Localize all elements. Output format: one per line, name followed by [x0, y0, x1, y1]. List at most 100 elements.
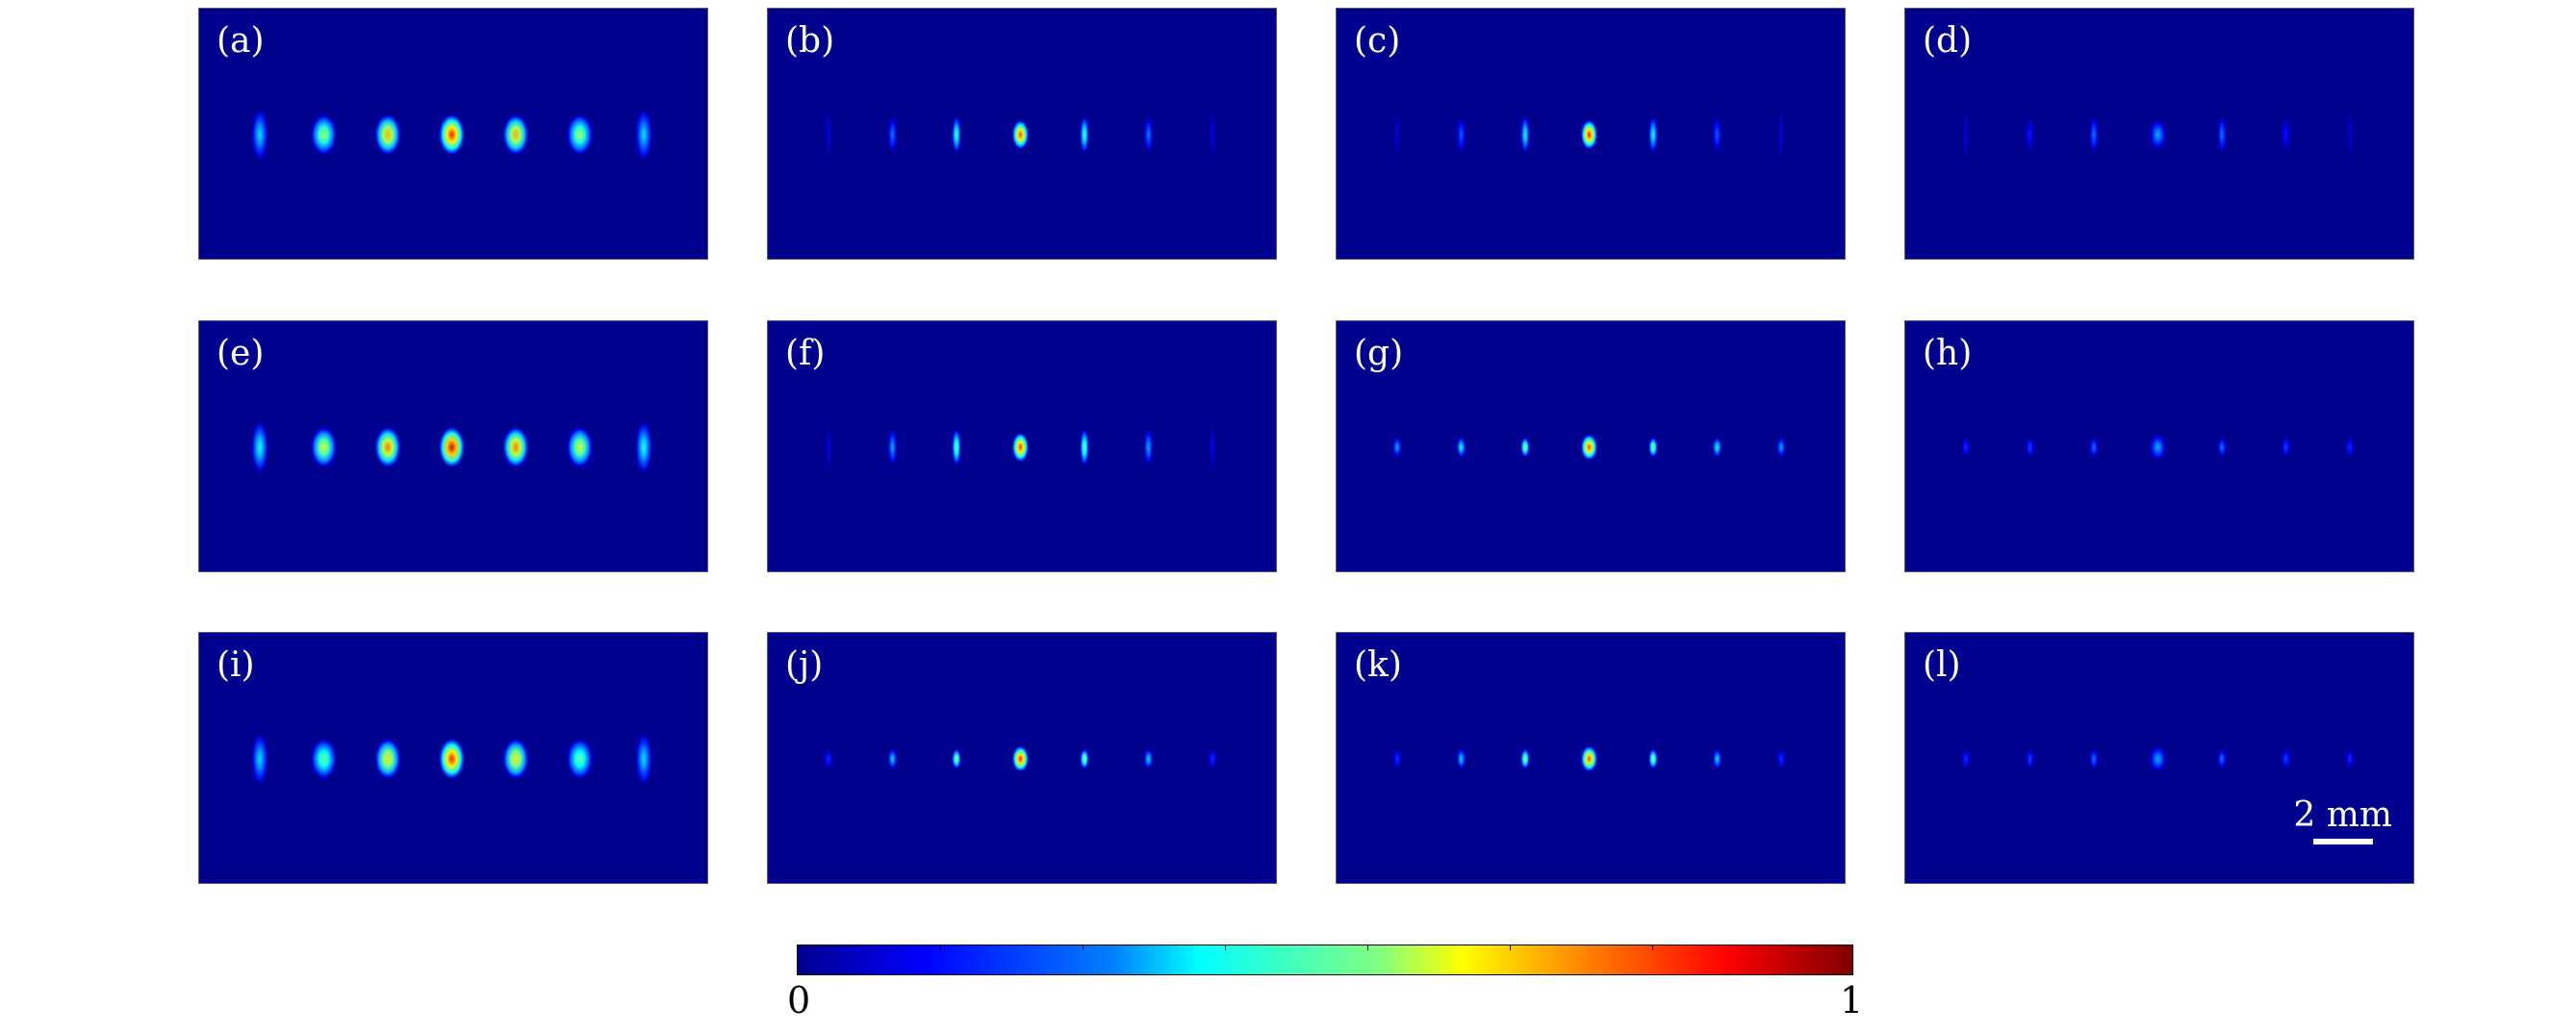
- intensity-spot: [2345, 437, 2355, 458]
- intensity-map: [251, 108, 652, 162]
- intensity-spot: [1648, 115, 1658, 154]
- intensity-spot: [1394, 108, 1400, 162]
- intensity-spot: [1712, 115, 1722, 154]
- intensity-spot: [1963, 108, 1969, 162]
- intensity-spot: [1210, 108, 1215, 162]
- intensity-spot: [251, 732, 268, 786]
- intensity-spot: [1961, 437, 1971, 458]
- colorbar-tick: [1224, 945, 1226, 950]
- intensity-spot: [824, 748, 833, 769]
- intensity-spot: [502, 426, 529, 468]
- intensity-spot: [1080, 115, 1089, 154]
- scale-bar: 2 mm: [2293, 796, 2392, 844]
- intensity-panel: (e): [198, 320, 708, 572]
- intensity-map: [1392, 745, 1786, 772]
- panel-label: (h): [1923, 334, 1973, 373]
- intensity-spot: [1778, 108, 1784, 162]
- intensity-spot: [1080, 428, 1089, 466]
- colorbar: [797, 945, 1853, 975]
- intensity-spot: [502, 738, 529, 780]
- intensity-spot: [1961, 748, 1971, 769]
- panel-label: (k): [1354, 645, 1402, 685]
- intensity-map: [251, 420, 652, 474]
- intensity-spot: [2281, 115, 2291, 154]
- intensity-spot: [1456, 748, 1467, 769]
- intensity-spot: [1392, 748, 1402, 769]
- intensity-spot: [887, 115, 898, 154]
- intensity-spot: [310, 738, 338, 780]
- intensity-panel: (d): [1904, 8, 2414, 260]
- scale-bar-label: 2 mm: [2293, 795, 2392, 835]
- intensity-spot: [1210, 420, 1215, 474]
- panel-label: (e): [217, 334, 265, 373]
- panel-label: (l): [1923, 645, 1961, 685]
- intensity-spot: [1580, 745, 1598, 772]
- intensity-map: [1963, 108, 2353, 162]
- intensity-panel: (b): [767, 8, 1277, 260]
- intensity-spot: [1648, 437, 1658, 458]
- intensity-spot: [374, 738, 401, 780]
- colorbar-min-label: 0: [787, 979, 811, 1021]
- intensity-spot: [635, 108, 652, 162]
- intensity-spot: [566, 426, 594, 468]
- intensity-spot: [502, 113, 529, 156]
- intensity-spot: [2347, 108, 2353, 162]
- intensity-spot: [887, 428, 898, 466]
- intensity-spot: [2089, 115, 2099, 154]
- intensity-spot: [1580, 119, 1598, 150]
- intensity-spot: [566, 738, 594, 780]
- intensity-panel: (k): [1336, 632, 1846, 884]
- intensity-spot: [2025, 748, 2035, 769]
- intensity-spot: [2281, 748, 2291, 769]
- intensity-spot: [374, 426, 401, 468]
- intensity-panel: (l) 2 mm: [1904, 632, 2414, 884]
- colorbar-tick: [1651, 945, 1653, 950]
- intensity-spot: [566, 113, 594, 156]
- intensity-spot: [1143, 428, 1154, 466]
- intensity-spot: [2149, 434, 2167, 461]
- intensity-panel: (f): [767, 320, 1277, 572]
- colorbar-tick: [1082, 945, 1084, 950]
- intensity-spot: [2217, 115, 2227, 154]
- intensity-spot: [1712, 437, 1722, 458]
- panel-label: (a): [217, 21, 265, 61]
- panel-label: (c): [1354, 21, 1401, 61]
- intensity-spot: [2025, 437, 2035, 458]
- intensity-panel: (i): [198, 632, 708, 884]
- panel-label: (j): [785, 645, 824, 685]
- intensity-map: [826, 108, 1215, 162]
- intensity-panel: (g): [1336, 320, 1846, 572]
- intensity-spot: [2217, 437, 2227, 458]
- intensity-spot: [1580, 434, 1598, 461]
- intensity-spot: [1520, 437, 1530, 458]
- intensity-map: [826, 420, 1215, 474]
- intensity-spot: [1648, 748, 1658, 769]
- intensity-spot: [251, 420, 268, 474]
- intensity-map: [1961, 434, 2355, 461]
- intensity-map: [1961, 745, 2355, 772]
- intensity-spot: [2025, 115, 2035, 154]
- intensity-spot: [2089, 437, 2099, 458]
- intensity-panel: (a): [198, 8, 708, 260]
- intensity-spot: [952, 748, 961, 769]
- intensity-spot: [1520, 748, 1530, 769]
- intensity-map: [1392, 434, 1786, 461]
- panel-label: (b): [785, 21, 835, 61]
- intensity-spot: [1712, 748, 1722, 769]
- intensity-spot: [1011, 119, 1030, 150]
- intensity-spot: [1011, 432, 1030, 463]
- intensity-spot: [952, 428, 961, 466]
- intensity-spot: [1520, 115, 1530, 154]
- intensity-spot: [2345, 748, 2355, 769]
- intensity-spot: [310, 426, 338, 468]
- intensity-spot: [1011, 745, 1030, 772]
- intensity-spot: [952, 115, 961, 154]
- colorbar-tick: [1366, 945, 1368, 950]
- intensity-spot: [635, 732, 652, 786]
- intensity-spot: [2149, 745, 2167, 772]
- intensity-spot: [1143, 115, 1154, 154]
- intensity-spot: [438, 426, 466, 468]
- intensity-spot: [1143, 748, 1154, 769]
- intensity-panel: (h): [1904, 320, 2414, 572]
- intensity-spot: [2281, 437, 2291, 458]
